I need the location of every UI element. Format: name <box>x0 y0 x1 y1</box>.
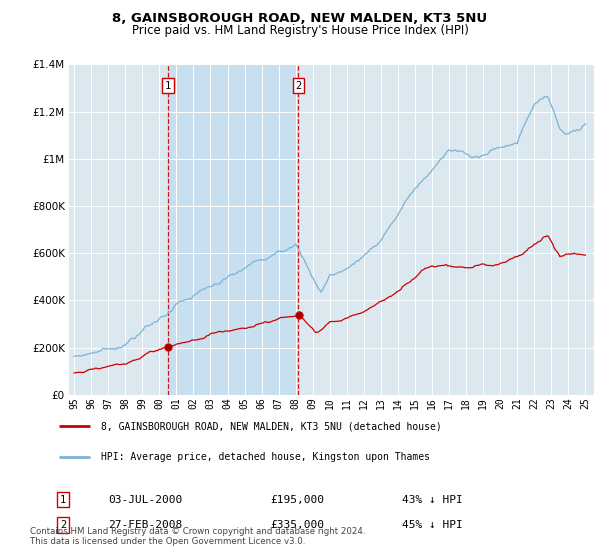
Text: 45% ↓ HPI: 45% ↓ HPI <box>402 520 463 530</box>
Text: Price paid vs. HM Land Registry's House Price Index (HPI): Price paid vs. HM Land Registry's House … <box>131 24 469 36</box>
Text: 2: 2 <box>295 81 301 91</box>
Bar <box>168 64 298 395</box>
Text: HPI: Average price, detached house, Kingston upon Thames: HPI: Average price, detached house, King… <box>101 452 430 462</box>
Text: 1: 1 <box>165 81 171 91</box>
Text: £195,000: £195,000 <box>270 494 324 505</box>
Text: 43% ↓ HPI: 43% ↓ HPI <box>402 494 463 505</box>
Text: 8, GAINSBOROUGH ROAD, NEW MALDEN, KT3 5NU: 8, GAINSBOROUGH ROAD, NEW MALDEN, KT3 5N… <box>112 12 488 25</box>
Text: 27-FEB-2008: 27-FEB-2008 <box>108 520 182 530</box>
Text: Contains HM Land Registry data © Crown copyright and database right 2024.
This d: Contains HM Land Registry data © Crown c… <box>30 526 365 546</box>
Text: 1: 1 <box>60 494 66 505</box>
Text: 2: 2 <box>60 520 66 530</box>
Text: £335,000: £335,000 <box>270 520 324 530</box>
Text: 8, GAINSBOROUGH ROAD, NEW MALDEN, KT3 5NU (detached house): 8, GAINSBOROUGH ROAD, NEW MALDEN, KT3 5N… <box>101 421 442 431</box>
Text: 03-JUL-2000: 03-JUL-2000 <box>108 494 182 505</box>
